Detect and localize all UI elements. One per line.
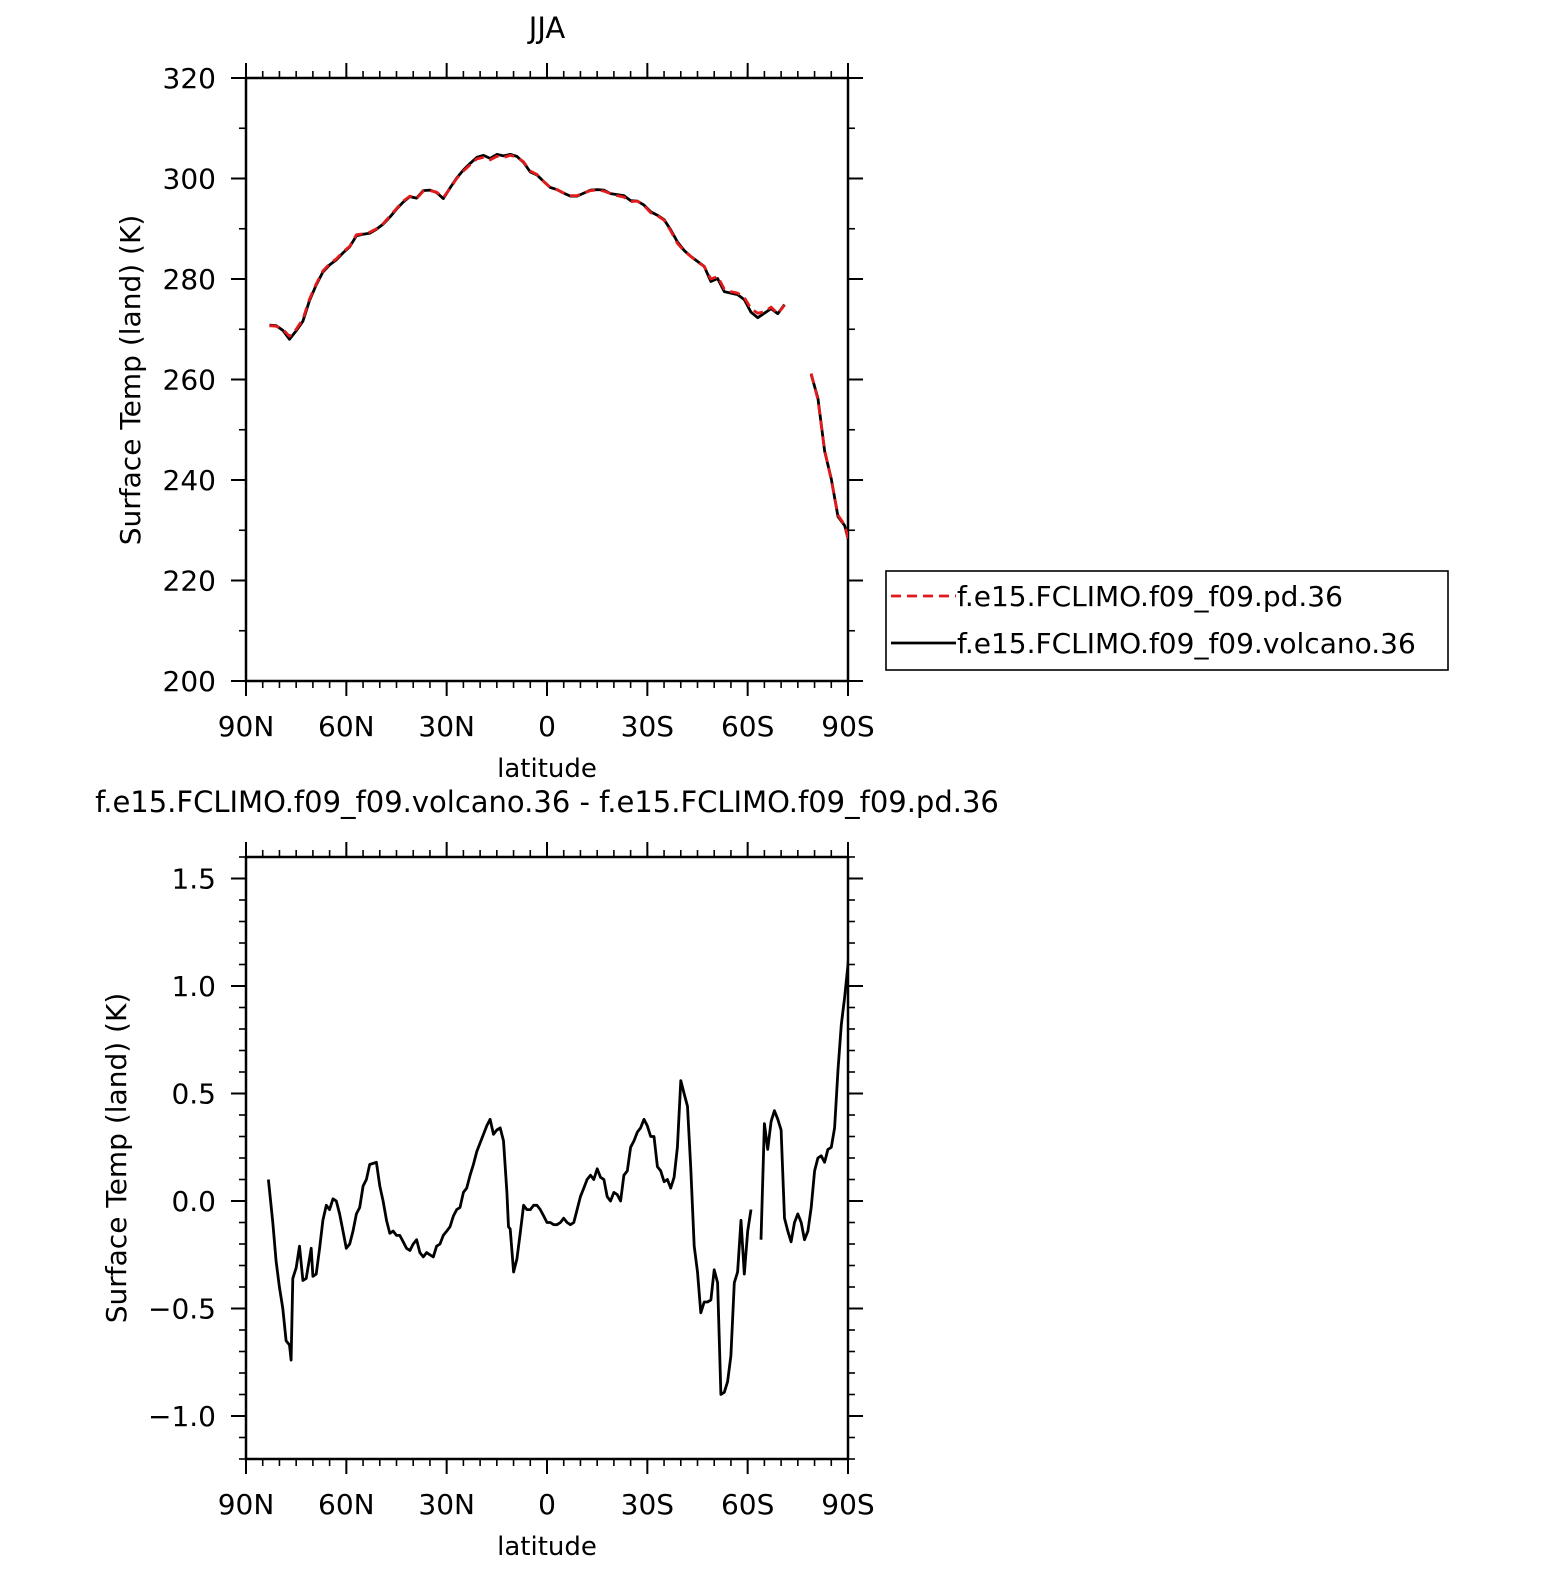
series-line-1-segment-1 <box>267 1079 753 1396</box>
series-line-1-segment-1 <box>269 154 786 338</box>
legend-box <box>885 570 1449 671</box>
y-tick-label: 0.5 <box>171 1078 216 1111</box>
x-tick-label: 60N <box>318 1488 375 1521</box>
chart-title: f.e15.FCLIMO.f09_f09.volcano.36 - f.e15.… <box>95 785 999 819</box>
x-tick-label: 90N <box>218 710 275 743</box>
series-group <box>267 946 848 1396</box>
x-tick-label: 60S <box>721 1488 774 1521</box>
y-tick-label: 320 <box>163 62 216 95</box>
x-tick-label: 30N <box>418 1488 475 1521</box>
y-axis-label: Surface Temp (land) (K) <box>100 993 133 1324</box>
y-tick-label: 280 <box>163 263 216 296</box>
y-tick-label: 1.0 <box>171 970 216 1003</box>
series-line-1-segment-2 <box>759 946 848 1244</box>
y-tick-label: 300 <box>163 163 216 196</box>
x-axis-label: latitude <box>497 1532 597 1562</box>
series-line-2-segment-2 <box>809 374 848 545</box>
chart-title: JJA <box>527 11 566 45</box>
y-tick-label: 0.0 <box>171 1185 216 1218</box>
x-tick-label: 0 <box>538 710 556 743</box>
y-tick-label: 200 <box>163 665 216 698</box>
series-group <box>269 153 848 545</box>
plot-frame <box>244 76 850 683</box>
x-tick-label: 90S <box>821 710 874 743</box>
surface-temp-difference-plot: f.e15.FCLIMO.f09_f09.volcano.36 - f.e15.… <box>95 785 999 1562</box>
x-tick-label: 90N <box>218 1488 275 1521</box>
y-axis-label: Surface Temp (land) (K) <box>114 215 147 546</box>
x-tick-label: 30S <box>621 710 674 743</box>
x-tick-label: 30N <box>418 710 475 743</box>
x-tick-label: 30S <box>621 1488 674 1521</box>
plot-frame <box>244 855 850 1461</box>
y-tick-label: 1.5 <box>171 863 216 896</box>
x-axis-label: latitude <box>497 754 597 784</box>
x-tick-label: 90S <box>821 1488 874 1521</box>
y-tick-label: −1.0 <box>148 1400 216 1433</box>
legend: f.e15.FCLIMO.f09_f09.pd.36 f.e15.FCLIMO.f… <box>885 570 1449 671</box>
legend-label-2: f.e15.FCLIMO.f09_f09.volcano.36 <box>957 627 1416 660</box>
surface-temp-plot: JJA 200 220 240 260 280 300 320 90N 60N 30N 0 30S 60S… <box>114 11 1449 784</box>
series-line-2-segment-1 <box>269 153 786 341</box>
y-tick-label: 220 <box>163 565 216 598</box>
y-tick-label: −0.5 <box>148 1293 216 1326</box>
x-tick-label: 0 <box>538 1488 556 1521</box>
x-tick-label: 60N <box>318 710 375 743</box>
x-tick-label: 60S <box>721 710 774 743</box>
legend-label-1: f.e15.FCLIMO.f09_f09.pd.36 <box>957 580 1343 613</box>
y-tick-label: 240 <box>163 464 216 497</box>
y-tick-label: 260 <box>163 364 216 397</box>
